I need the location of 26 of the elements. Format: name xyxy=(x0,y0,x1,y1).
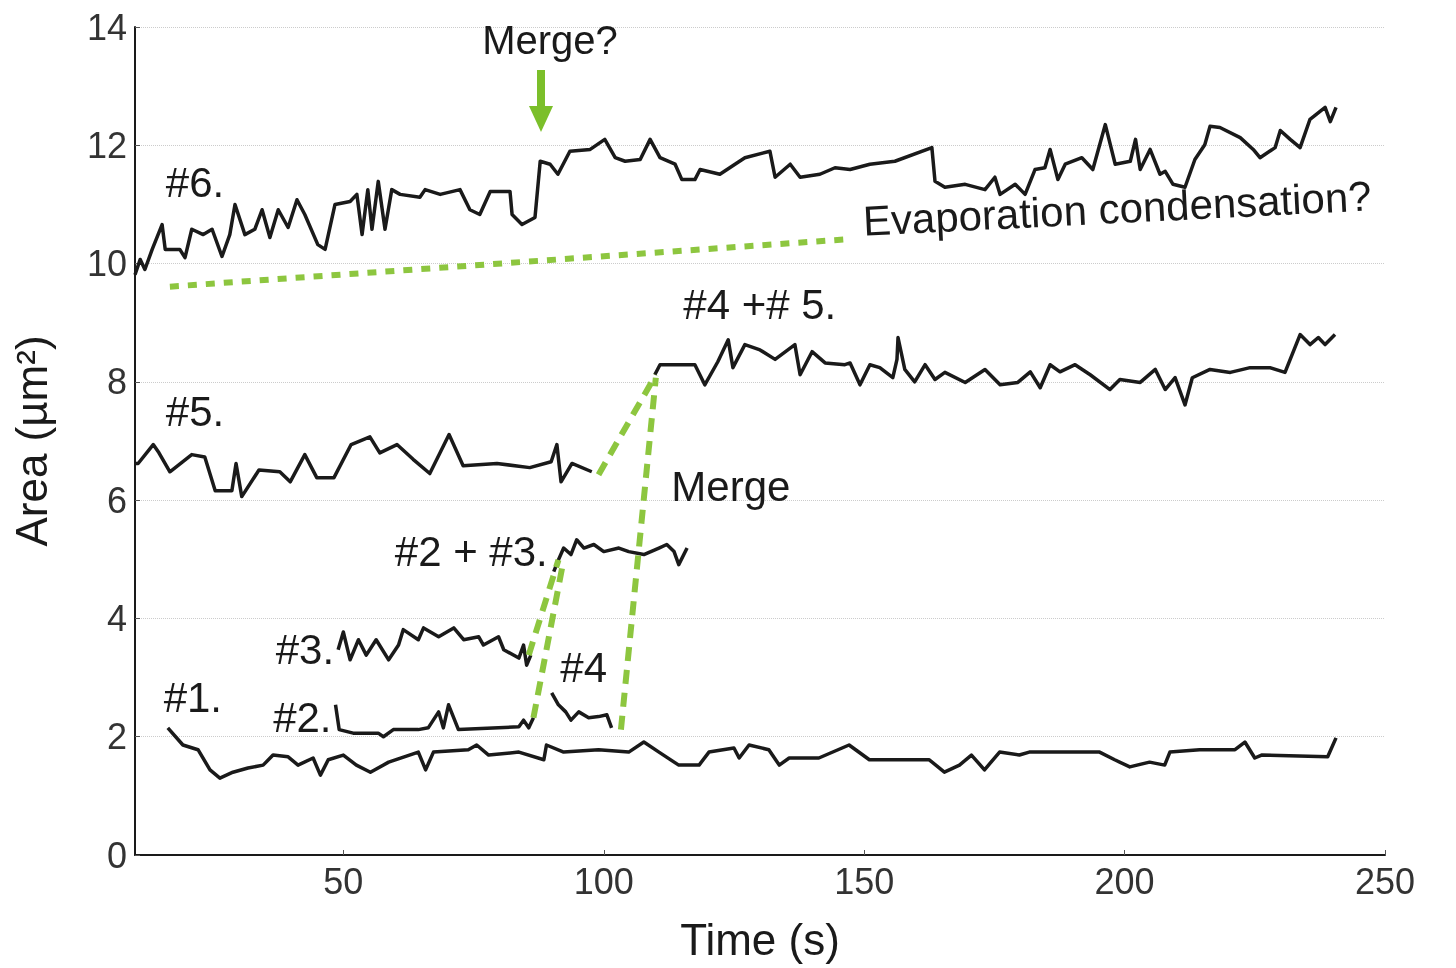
series-label: #5. xyxy=(165,387,225,435)
y-tick-label: 10 xyxy=(86,243,127,285)
x-tick-label: 150 xyxy=(834,860,895,902)
series-label: #2 + #3. xyxy=(394,528,548,576)
y-axis-title: Area (µm²) xyxy=(6,335,56,547)
x-axis-title: Time (s) xyxy=(680,914,840,964)
series-label: #4 +# 5. xyxy=(683,281,837,329)
y-tick-label: 8 xyxy=(106,361,127,403)
x-tick-label: 250 xyxy=(1354,860,1416,902)
y-tick-label: 0 xyxy=(106,834,127,876)
y-tick-label: 12 xyxy=(86,124,127,166)
annotation: Merge? xyxy=(482,18,618,62)
y-tick-label: 2 xyxy=(106,716,127,758)
y-tick-label: 14 xyxy=(86,6,127,48)
x-tick-label: 200 xyxy=(1094,860,1155,902)
y-tick-label: 4 xyxy=(106,597,127,639)
series-label: #2. xyxy=(273,694,332,742)
series-label: #6. xyxy=(165,159,225,207)
series-label: #1. xyxy=(163,674,223,722)
y-tick-label: 6 xyxy=(106,479,127,521)
series-label: Merge xyxy=(671,463,791,511)
series-label: #3. xyxy=(275,626,335,674)
x-tick-label: 100 xyxy=(573,860,634,902)
series-label: Evaporation condensation? xyxy=(861,172,1373,245)
x-tick-label: 50 xyxy=(323,860,364,902)
series-label: #4 xyxy=(560,644,608,692)
